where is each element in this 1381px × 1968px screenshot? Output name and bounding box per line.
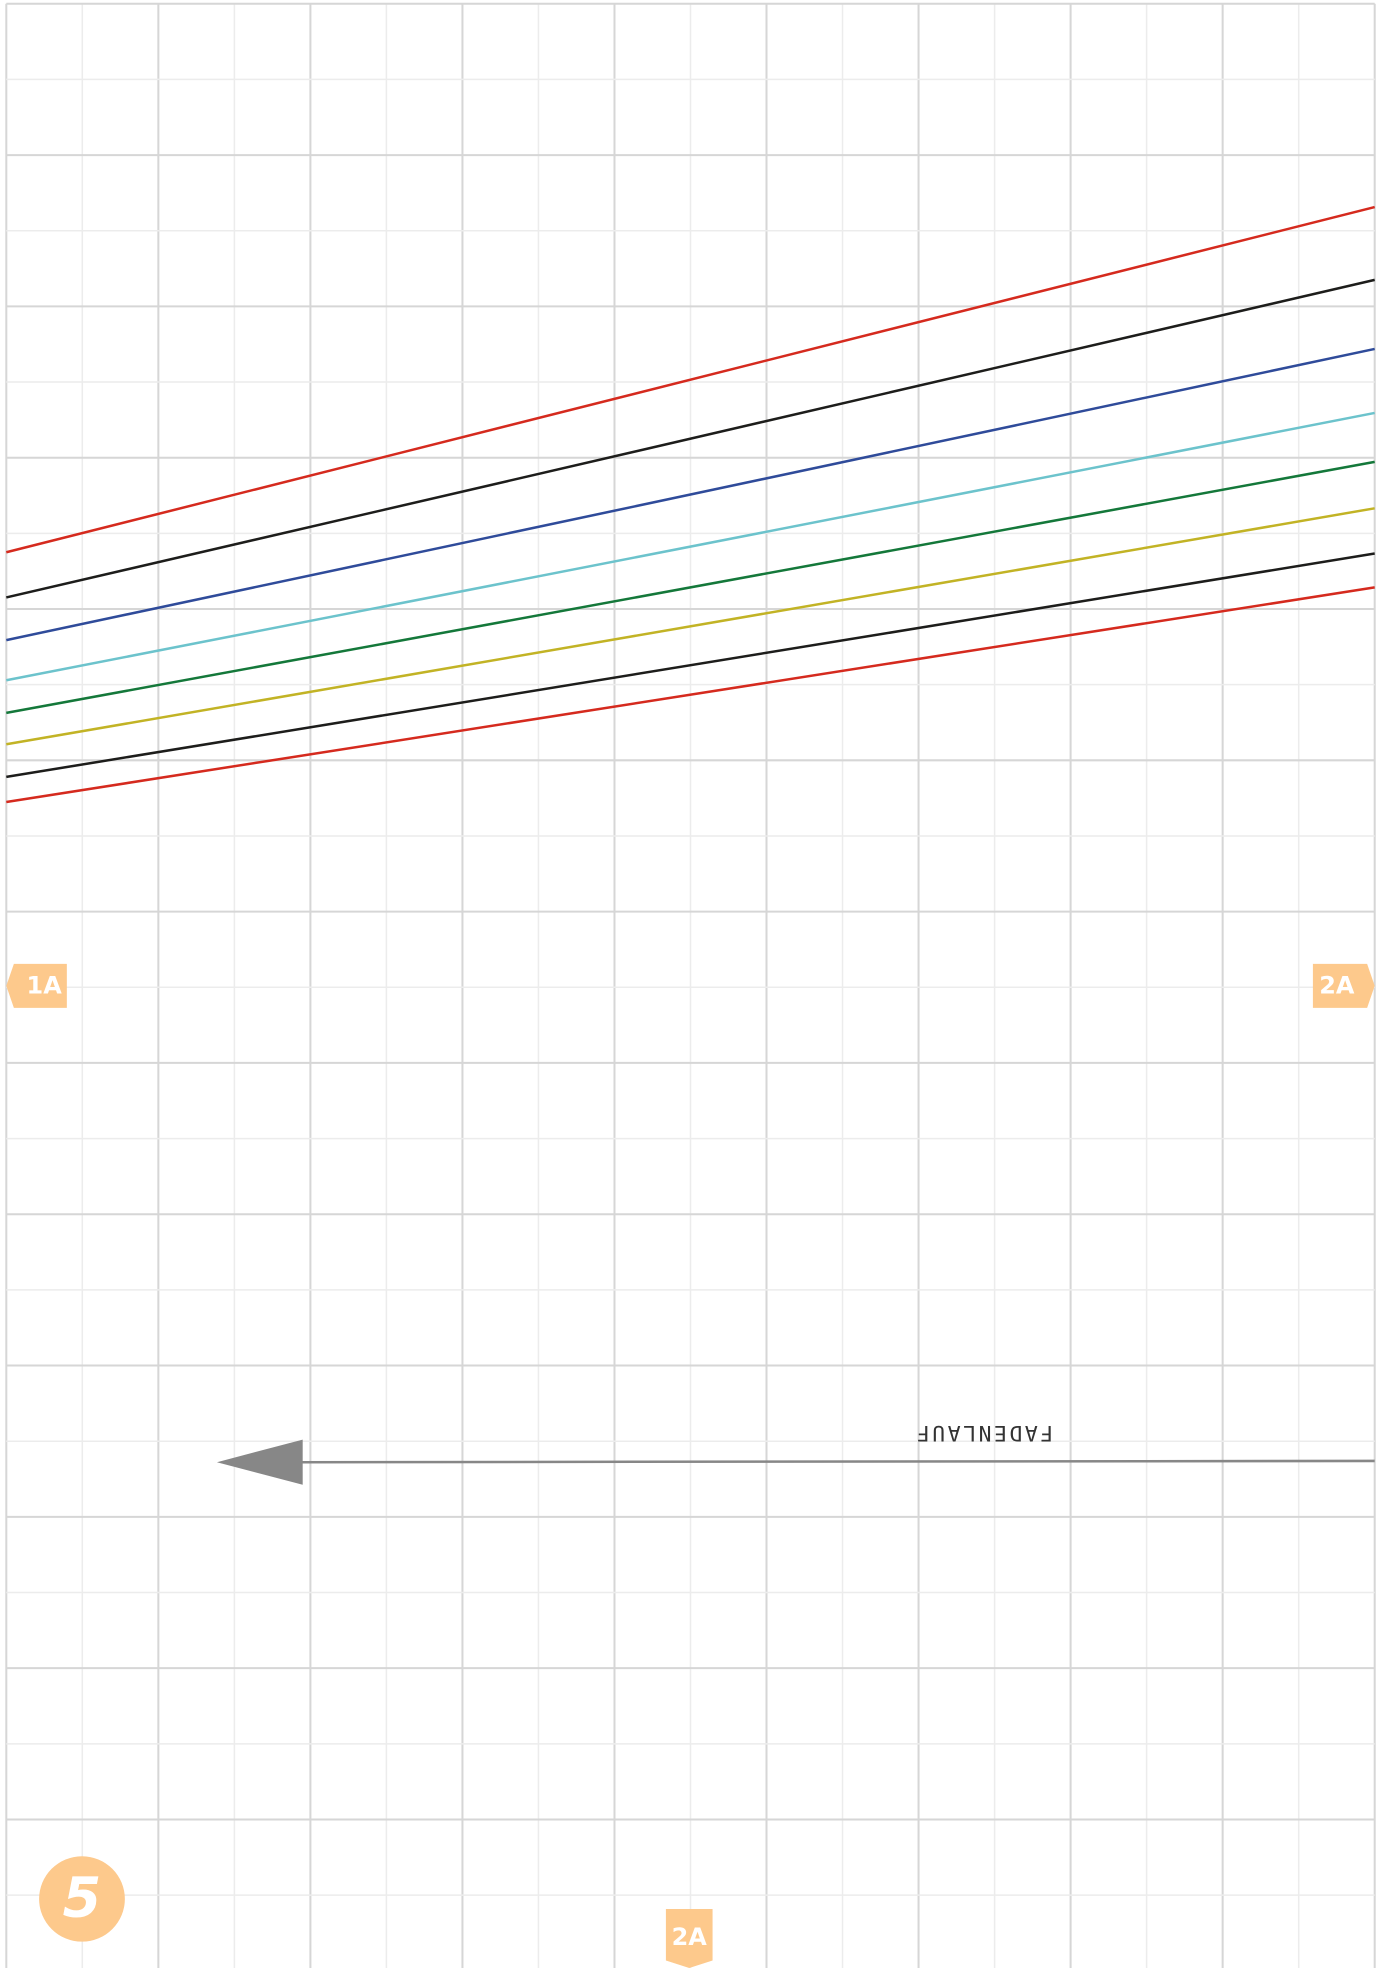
grainline-label: FADENLAUF (914, 1420, 1053, 1445)
size-line (6, 411, 1375, 682)
badge-left: 1A (6, 963, 67, 1008)
size-line (6, 507, 1375, 746)
grid (5, 2, 1376, 1968)
size-line (6, 278, 1375, 599)
badge-shape (1312, 963, 1375, 1008)
badge-label: 2A (672, 1923, 708, 1951)
size-line (6, 460, 1375, 715)
size-line (5, 205, 1376, 554)
size-line (6, 586, 1375, 804)
badge-shape (665, 1909, 713, 1968)
badge-right: 2A (1312, 963, 1375, 1008)
page-number-circle (39, 1856, 125, 1942)
page-number-label: 5 (63, 1867, 102, 1931)
grainline-arrow: FADENLAUF (216, 1420, 1375, 1485)
badge-bottom: 2A (665, 1909, 713, 1968)
badge-shape (6, 963, 67, 1008)
size-lines (5, 205, 1376, 804)
size-line (6, 347, 1375, 642)
arrow-head (216, 1439, 303, 1485)
page-number: 5 (39, 1856, 125, 1942)
badge-label: 1A (27, 972, 63, 1000)
size-line (6, 552, 1375, 779)
arrow-line (300, 1459, 1375, 1464)
badge-label: 2A (1319, 972, 1355, 1000)
